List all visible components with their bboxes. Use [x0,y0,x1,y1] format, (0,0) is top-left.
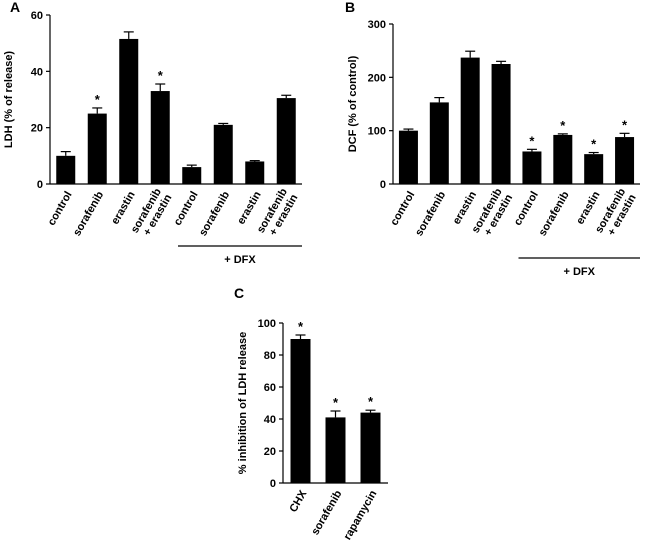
y-tick-label: 80 [264,350,276,362]
bar [325,417,346,483]
y-tick-label: 40 [264,414,276,426]
bar [398,130,418,184]
bar [290,339,311,483]
significance-marker: * [95,92,101,107]
bar [584,154,604,184]
significance-marker: * [560,118,566,133]
panel-label: B [345,0,355,15]
y-tick-label: 200 [368,72,386,84]
bar [429,102,449,184]
x-tick-label: sorafenib [197,189,232,238]
bar [360,412,381,483]
y-tick-label: 0 [270,478,276,490]
y-tick-label: 60 [31,10,43,22]
x-tick-label: control [388,189,417,227]
significance-marker: * [591,137,597,152]
y-tick-label: 300 [368,19,386,31]
x-tick-label: sorafenib [71,189,106,238]
bar [491,64,511,184]
y-tick-label: 100 [258,318,276,330]
significance-marker: * [529,133,535,148]
bar [460,57,480,184]
x-tick-label: control [512,189,541,227]
y-tick-label: 0 [380,179,386,191]
group-label: + DFX [224,254,256,266]
x-tick-label: CHX [287,488,309,515]
group-label: + DFX [564,266,596,278]
bar [213,124,233,184]
y-tick-label: 20 [31,123,43,135]
bar [276,98,296,184]
significance-marker: * [298,319,304,334]
y-tick-label: 60 [264,382,276,394]
x-tick-label: control [172,189,201,227]
bar [615,137,635,184]
x-tick-label: rapamycin [342,488,380,540]
y-tick-label: 20 [264,446,276,458]
bar [522,151,542,184]
y-tick-label: 0 [37,179,43,191]
y-tick-label: 100 [368,126,386,138]
x-tick-label: sorafenib [309,488,344,537]
y-axis-label: LDH (% of release) [3,51,15,149]
x-tick-label: sorafenib [413,189,448,238]
significance-marker: * [622,117,628,132]
bar [245,161,265,184]
bar [119,38,139,184]
bar [553,134,573,184]
panel-label: C [234,285,244,301]
bar [56,155,76,184]
x-tick-label: sorafenib [537,189,572,238]
significance-marker: * [158,68,164,83]
bar [87,113,107,184]
panel-label: A [10,0,20,15]
significance-marker: * [333,395,339,410]
y-axis-label: % inhibition of LDH release [237,332,249,474]
bar [182,167,202,184]
significance-marker: * [368,394,374,409]
bar [150,91,170,184]
y-axis-label: DCF (% of control) [347,55,359,152]
y-tick-label: 40 [31,66,43,78]
x-tick-label: control [46,189,75,227]
